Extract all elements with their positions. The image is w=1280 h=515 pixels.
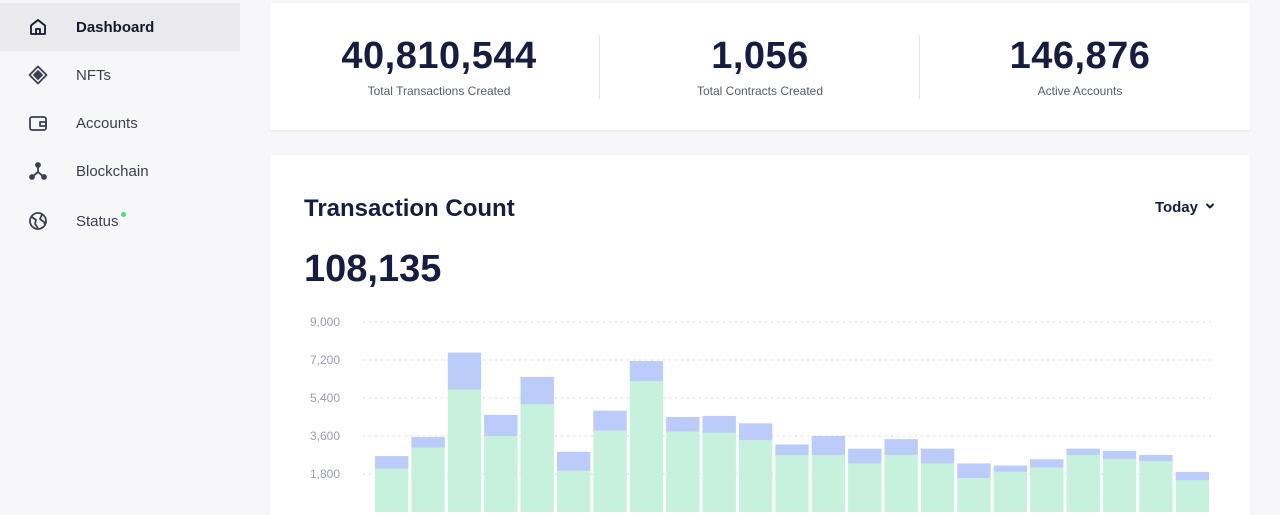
bar-segment-upper[interactable] <box>593 410 627 431</box>
status-indicator-dot <box>121 212 126 217</box>
bar-segment-lower[interactable] <box>593 430 627 512</box>
bar-segment-upper[interactable] <box>1139 455 1173 462</box>
bar-segment-upper[interactable] <box>993 465 1028 472</box>
period-dropdown-value: Today <box>1154 199 1198 216</box>
bar-segment-lower[interactable] <box>520 404 554 512</box>
bar-segment-lower[interactable] <box>556 470 591 512</box>
bar-segment-lower[interactable] <box>993 471 1028 512</box>
transaction-bar-chart: 9,000 7,200 5,400 3,600 1,800 <box>310 315 1212 512</box>
bar-segment-lower[interactable] <box>738 440 773 512</box>
bar-segment-upper[interactable] <box>629 361 664 382</box>
bar-segment-upper[interactable] <box>1102 450 1137 460</box>
bar-segment-upper[interactable] <box>520 376 554 405</box>
stat-value: 146,876 <box>1009 35 1151 77</box>
bar-segment-lower[interactable] <box>629 381 664 512</box>
chevron-down-icon <box>1204 199 1216 216</box>
sidebar-item-label: Status <box>76 212 119 230</box>
bar-segment-lower[interactable] <box>484 436 518 512</box>
stat-value: 40,810,544 <box>341 35 537 77</box>
stat-caption: Active Accounts <box>1037 84 1123 98</box>
bar-segment-upper[interactable] <box>447 352 482 390</box>
bar-segment-lower[interactable] <box>1102 459 1137 512</box>
wallet-icon <box>28 113 48 133</box>
bar-segment-lower[interactable] <box>1066 455 1100 512</box>
stat-active-accounts: 146,876 Active Accounts <box>920 3 1240 130</box>
period-dropdown[interactable]: Today <box>1155 199 1216 216</box>
y-tick-label: 5,400 <box>310 391 340 405</box>
stat-value: 1,056 <box>711 35 809 77</box>
stat-total-contracts: 1,056 Total Contracts Created <box>600 3 920 130</box>
stats-card: 40,810,544 Total Transactions Created 1,… <box>270 3 1250 130</box>
bar-segment-upper[interactable] <box>411 437 445 448</box>
bar-segment-upper[interactable] <box>1175 471 1209 481</box>
transaction-count-card: Transaction Count Today 108,135 9,000 7,2… <box>270 155 1250 515</box>
bar-segment-upper[interactable] <box>556 451 591 471</box>
bar-segment-lower[interactable] <box>957 478 991 512</box>
sidebar-item-status[interactable]: Status <box>0 197 240 245</box>
stat-caption: Total Contracts Created <box>696 84 824 98</box>
bar-segment-lower[interactable] <box>447 389 482 512</box>
bar-segment-upper[interactable] <box>811 436 846 455</box>
bar-segment-lower[interactable] <box>666 431 700 512</box>
stat-divider <box>919 35 920 99</box>
sidebar-item-label: Accounts <box>76 114 138 132</box>
sidebar-item-accounts[interactable]: Accounts <box>0 99 240 147</box>
bar-segment-lower[interactable] <box>811 455 846 512</box>
home-icon <box>28 17 48 37</box>
y-tick-label: 3,600 <box>310 429 340 443</box>
bar-segment-upper[interactable] <box>702 415 736 433</box>
stat-total-transactions: 40,810,544 Total Transactions Created <box>279 3 599 130</box>
sidebar-item-blockchain[interactable]: Blockchain <box>0 147 240 195</box>
bar-segment-upper[interactable] <box>920 448 955 464</box>
bar-segment-upper[interactable] <box>957 463 991 479</box>
bar-segment-upper[interactable] <box>848 448 882 464</box>
y-tick-label: 7,200 <box>310 353 340 367</box>
stat-caption: Total Transactions Created <box>367 84 511 98</box>
network-icon <box>28 161 48 181</box>
bar-segment-upper[interactable] <box>738 423 773 441</box>
bar-segment-lower[interactable] <box>411 447 445 512</box>
y-tick-label: 9,000 <box>310 315 340 329</box>
sidebar-item-label: Blockchain <box>76 162 149 180</box>
bar-segment-lower[interactable] <box>1030 467 1064 512</box>
sidebar-item-label: Dashboard <box>76 18 155 36</box>
globe-icon <box>28 211 48 231</box>
sidebar-item-nfts[interactable]: NFTs <box>0 51 240 99</box>
bar-segment-lower[interactable] <box>375 468 409 512</box>
y-tick-label: 1,800 <box>310 467 340 481</box>
bar-segment-lower[interactable] <box>1175 480 1209 512</box>
transaction-total: 108,135 <box>304 248 442 290</box>
bar-segment-upper[interactable] <box>1066 448 1100 455</box>
stat-divider <box>599 35 600 99</box>
bar-segment-upper[interactable] <box>1030 459 1064 468</box>
bar-segment-upper[interactable] <box>484 414 518 436</box>
bar-segment-lower[interactable] <box>920 463 955 512</box>
bar-segment-upper[interactable] <box>375 456 409 469</box>
bar-segment-lower[interactable] <box>1139 461 1173 512</box>
bar-segment-lower[interactable] <box>884 455 918 512</box>
bar-segment-upper[interactable] <box>884 439 918 455</box>
bar-segment-upper[interactable] <box>775 444 809 455</box>
sidebar: Dashboard NFTs Accounts <box>0 0 240 502</box>
bar-segment-lower[interactable] <box>848 463 882 512</box>
bar-segment-lower[interactable] <box>775 455 809 512</box>
sidebar-item-dashboard[interactable]: Dashboard <box>0 3 240 51</box>
chart-title: Transaction Count <box>304 195 515 222</box>
bar-segment-lower[interactable] <box>702 432 736 512</box>
bar-segment-upper[interactable] <box>666 417 700 432</box>
diamond-icon <box>28 65 48 85</box>
sidebar-item-label: NFTs <box>76 66 111 84</box>
